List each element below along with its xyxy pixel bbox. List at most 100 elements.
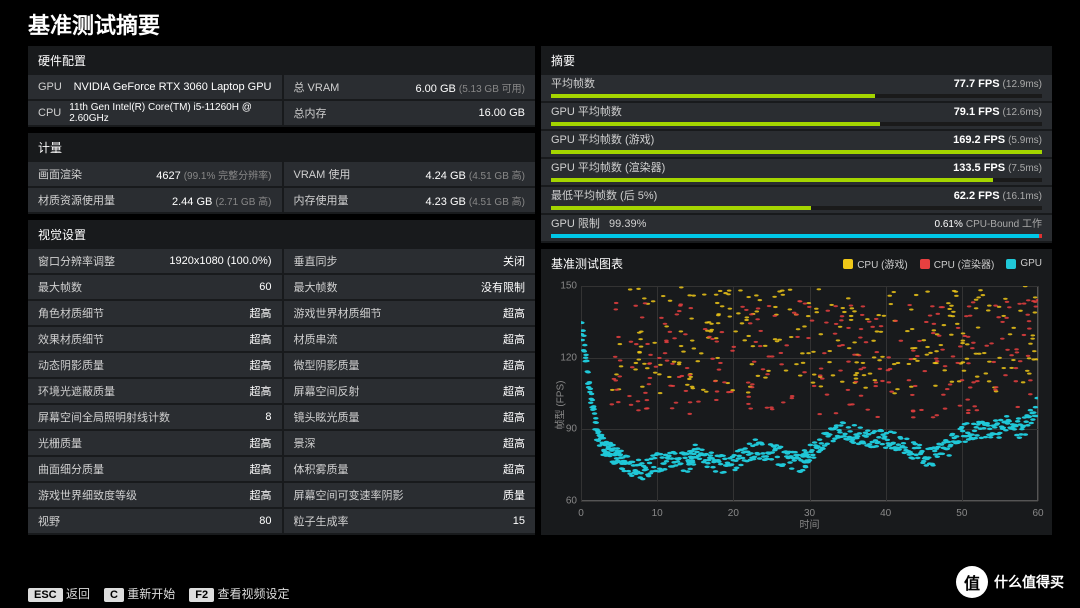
visual-header: 视觉设置: [28, 220, 535, 249]
visual-row: 体积雾质量超高: [282, 457, 536, 481]
visual-row: 动态阴影质量超高: [28, 353, 282, 377]
visual-row: 最大帧数 60: [28, 275, 282, 299]
chart-panel: 基准测试图表 CPU (游戏)CPU (渲染器)GPU 帧型 (FPS) 609…: [541, 249, 1052, 535]
footer-hint[interactable]: ESC 返回: [28, 585, 90, 602]
metrics-value: 4.23 GB(4.51 GB 高): [426, 193, 526, 208]
visual-value: 1920x1080 (100.0%): [169, 255, 271, 267]
visual-row: 光栅质量超高: [28, 431, 282, 455]
x-tick: 0: [578, 508, 584, 519]
visual-row: 最大帧数没有限制: [282, 275, 536, 299]
visual-key: 窗口分辨率调整: [38, 253, 115, 269]
visual-value: 超高: [503, 435, 525, 451]
y-tick: 120: [551, 352, 577, 363]
visual-row: 游戏世界材质细节超高: [282, 301, 536, 325]
visual-row: 屏幕空间反射超高: [282, 379, 536, 403]
hardware-value: 16.00 GB: [479, 107, 525, 119]
metrics-key: 画面渲染: [38, 166, 82, 182]
hardware-key: CPU: [38, 107, 61, 119]
visual-row: 屏幕空间可变速率阴影质量: [282, 483, 536, 507]
footer-bar: ESC 返回 C 重新开始 F2 查看视频设定: [28, 585, 289, 602]
visual-value: 超高: [250, 383, 272, 399]
x-tick: 60: [1032, 508, 1043, 519]
hardware-header: 硬件配置: [28, 46, 535, 75]
hardware-row: GPU NVIDIA GeForce RTX 3060 Laptop GPU: [28, 75, 282, 99]
visual-row: 镜头眩光质量超高: [282, 405, 536, 429]
visual-row: 曲面细分质量 超高: [28, 457, 282, 481]
metrics-value: 4.24 GB(4.51 GB 高): [426, 167, 526, 182]
metrics-header: 计量: [28, 133, 535, 162]
metrics-panel: 计量 画面渲染 4627(99.1% 完整分辨率) VRAM 使用 4.24 GB(4…: [28, 133, 535, 214]
footer-hint[interactable]: C 重新开始: [104, 585, 175, 602]
visual-key: 屏幕空间全局照明射线计数: [38, 409, 170, 425]
visual-key: 材质串流: [294, 331, 338, 347]
legend-item: CPU (游戏): [843, 256, 908, 271]
hardware-key: 总内存: [294, 105, 327, 121]
metrics-value: 4627(99.1% 完整分辨率): [156, 167, 271, 182]
hardware-key: GPU: [38, 81, 62, 93]
visual-key: 粒子生成率: [294, 513, 349, 529]
legend-item: GPU: [1006, 256, 1042, 271]
hardware-row: CPU 11th Gen Intel(R) Core(TM) i5-11260H …: [28, 101, 282, 125]
visual-key: 垂直同步: [294, 253, 338, 269]
visual-row: 材质串流 超高: [282, 327, 536, 351]
visual-value: 超高: [250, 331, 272, 347]
y-tick: 90: [551, 424, 577, 435]
watermark: 值 什么值得买: [956, 566, 1064, 598]
visual-row: 窗口分辨率调整 1920x1080 (100.0%): [28, 249, 282, 273]
visual-key: 微型阴影质量: [294, 357, 360, 373]
visual-row: 粒子生成率15: [282, 509, 536, 533]
visual-panel: 视觉设置 窗口分辨率调整 1920x1080 (100.0%) 垂直同步 关闭最大帧数…: [28, 220, 535, 535]
visual-key: 最大帧数: [38, 279, 82, 295]
hardware-value: 6.00 GB(5.13 GB 可用): [416, 80, 526, 95]
visual-value: 关闭: [503, 253, 525, 269]
visual-row: 环境光遮蔽质量 超高: [28, 379, 282, 403]
visual-row: 景深超高: [282, 431, 536, 455]
visual-key: 屏幕空间可变速率阴影: [294, 487, 404, 503]
visual-row: 角色材质细节超高: [28, 301, 282, 325]
visual-row: 游戏世界细致度等级 超高: [28, 483, 282, 507]
visual-row: 效果材质细节 超高: [28, 327, 282, 351]
summary-header: 摘要: [541, 46, 1052, 75]
footer-hint[interactable]: F2 查看视频设定: [189, 585, 289, 602]
visual-key: 曲面细分质量: [38, 461, 104, 477]
visual-row: 视野80: [28, 509, 282, 533]
gpu-bound-bar: GPU 限制 99.39%0.61%CPU-Bound 工作: [541, 215, 1052, 241]
visual-value: 超高: [250, 461, 272, 477]
hardware-row: 总 VRAM 6.00 GB(5.13 GB 可用): [282, 75, 536, 99]
visual-value: 60: [259, 281, 271, 293]
metrics-row: VRAM 使用 4.24 GB(4.51 GB 高): [282, 162, 536, 186]
summary-panel: 摘要 平均帧数77.7 FPS(12.9ms) GPU 平均帧数79.1 FPS…: [541, 46, 1052, 243]
summary-bar: GPU 平均帧数 (渲染器)133.5 FPS(7.5ms): [541, 159, 1052, 185]
visual-value: 超高: [250, 487, 272, 503]
summary-bar: GPU 平均帧数 (游戏)169.2 FPS(5.9ms): [541, 131, 1052, 157]
visual-key: 光栅质量: [38, 435, 82, 451]
visual-key: 游戏世界细致度等级: [38, 487, 137, 503]
visual-value: 超高: [503, 461, 525, 477]
hardware-value: 11th Gen Intel(R) Core(TM) i5-11260H @ 2…: [69, 102, 271, 124]
y-tick: 150: [551, 281, 577, 292]
visual-value: 超高: [503, 331, 525, 347]
visual-value: 没有限制: [481, 279, 525, 295]
page-title: 基准测试摘要: [28, 8, 1052, 40]
y-tick: 60: [551, 496, 577, 507]
x-tick: 50: [956, 508, 967, 519]
metrics-row: 材质资源使用量 2.44 GB(2.71 GB 高): [28, 188, 282, 212]
hardware-value: NVIDIA GeForce RTX 3060 Laptop GPU: [74, 81, 272, 93]
watermark-icon: 值: [956, 566, 988, 598]
hardware-key: 总 VRAM: [294, 79, 340, 95]
metrics-key: 内存使用量: [294, 192, 349, 208]
visual-value: 超高: [503, 357, 525, 373]
visual-row: 垂直同步 关闭: [282, 249, 536, 273]
metrics-row: 内存使用量 4.23 GB(4.51 GB 高): [282, 188, 536, 212]
metrics-key: 材质资源使用量: [38, 192, 115, 208]
metrics-value: 2.44 GB(2.71 GB 高): [172, 193, 272, 208]
chart-ylabel: 帧型 (FPS): [552, 380, 567, 429]
visual-row: 微型阴影质量 超高: [282, 353, 536, 377]
visual-key: 效果材质细节: [38, 331, 104, 347]
summary-bar: 最低平均帧数 (后 5%)62.2 FPS(16.1ms): [541, 187, 1052, 213]
chart-xlabel: 时间: [800, 516, 820, 531]
metrics-key: VRAM 使用: [294, 166, 351, 182]
visual-key: 环境光遮蔽质量: [38, 383, 115, 399]
visual-value: 超高: [503, 305, 525, 321]
visual-key: 视野: [38, 513, 60, 529]
